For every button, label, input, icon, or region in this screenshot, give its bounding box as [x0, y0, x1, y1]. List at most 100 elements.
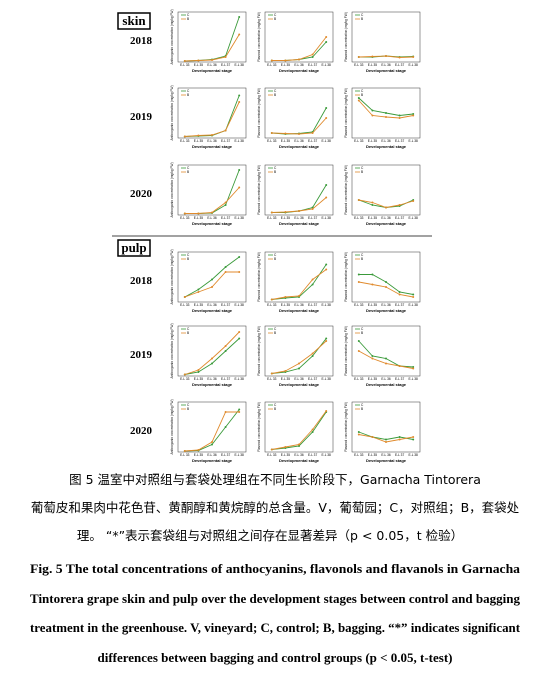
data-point [211, 286, 213, 288]
data-point [412, 56, 415, 58]
series-line [271, 184, 327, 213]
data-point [371, 114, 374, 117]
legend-label: C [187, 13, 190, 17]
data-point [197, 134, 200, 137]
data-point [325, 107, 328, 109]
legend-label: C [187, 403, 190, 407]
x-axis-label: Developmental stage [279, 68, 320, 73]
data-point [298, 295, 300, 297]
plot-frame [351, 325, 421, 377]
data-point [183, 212, 186, 215]
legend-label: B [361, 257, 363, 261]
data-point [238, 169, 241, 171]
data-point [311, 56, 314, 58]
data-point [325, 41, 328, 43]
legend-label: C [361, 13, 364, 17]
legend-label: C [187, 89, 190, 93]
data-point [371, 204, 374, 206]
series-line [358, 434, 414, 443]
data-point [385, 55, 387, 57]
series-line [271, 117, 327, 135]
data-point [197, 212, 200, 215]
series-line [184, 338, 240, 375]
x-axis-label: Developmental stage [192, 382, 233, 387]
data-point [325, 268, 328, 271]
x-tick-label: E-L 33 [180, 216, 189, 220]
x-tick-label: E-L 35 [194, 63, 203, 67]
series-line [358, 274, 414, 295]
data-point [325, 410, 328, 412]
caption-zh: 葡萄皮和果肉中花色苷、黄酮醇和黄烷醇的总含量。V，葡萄园；C，对照组；B，套袋处 [31, 500, 520, 515]
legend-label: C [187, 166, 190, 170]
series-line [271, 36, 327, 61]
x-tick-label: E-L 37 [395, 377, 404, 381]
plot-frame [177, 164, 247, 216]
data-point [357, 340, 360, 342]
data-point [197, 291, 200, 293]
data-point [385, 281, 387, 283]
plot-frame [177, 325, 247, 377]
data-point [211, 441, 213, 443]
data-point [371, 55, 374, 58]
data-point [211, 443, 213, 446]
series-line [358, 281, 414, 298]
series-line [358, 199, 414, 208]
y-axis-label: Flavonol concentration (mg/kg FW) [257, 12, 261, 62]
data-point [224, 266, 227, 268]
y-axis-label: Anthocyanin concentration (mg/kg FW) [170, 162, 174, 217]
plot-frame [177, 251, 247, 303]
legend-label: C [274, 89, 277, 93]
x-tick-label: E-L 33 [354, 303, 363, 307]
x-axis-label: Developmental stage [192, 68, 233, 73]
data-point [325, 117, 328, 119]
data-point [270, 372, 273, 375]
data-point [357, 199, 360, 201]
y-axis-label: Anthocyanin concentration (mg/kg FW) [170, 9, 174, 64]
plot-frame [264, 11, 334, 63]
x-tick-label: E-L 33 [354, 63, 363, 67]
data-point [197, 449, 200, 451]
data-point [197, 369, 200, 371]
data-point [238, 331, 241, 333]
x-axis-label: Developmental stage [279, 382, 320, 387]
legend-label: C [187, 327, 190, 331]
data-point [412, 366, 415, 368]
data-point [211, 211, 213, 214]
data-point [224, 411, 227, 413]
x-tick-label: E-L 38 [409, 63, 418, 67]
group-label: skin [122, 13, 146, 28]
x-tick-label: E-L 36 [294, 303, 303, 307]
data-point [371, 357, 374, 360]
x-tick-label: E-L 36 [207, 377, 216, 381]
caption-en: Fig. 5 The total concentrations of antho… [30, 562, 521, 576]
series-line [184, 169, 240, 214]
plot-frame [177, 87, 247, 139]
x-tick-label: E-L 38 [235, 139, 244, 143]
plot-frame [177, 11, 247, 63]
caption-en: treatment in the greenhouse. V, vineyard… [30, 621, 521, 635]
data-point [197, 288, 200, 291]
x-tick-label: E-L 37 [221, 63, 230, 67]
x-tick-label: E-L 38 [235, 216, 244, 220]
data-point [298, 210, 300, 212]
data-point [398, 114, 401, 117]
data-point [357, 433, 360, 436]
data-point [385, 286, 387, 288]
plot-frame [264, 251, 334, 303]
data-point [311, 53, 314, 56]
data-point [398, 291, 401, 293]
y-axis-label: Flavanol concentration (mg/kg FW) [344, 12, 348, 62]
group-label: pulp [121, 240, 146, 255]
data-point [371, 283, 374, 286]
x-tick-label: E-L 33 [267, 63, 276, 67]
x-axis-label: Developmental stage [279, 308, 320, 313]
legend-label: B [187, 93, 189, 97]
data-point [238, 16, 241, 18]
x-tick-label: E-L 38 [409, 453, 418, 457]
data-point [224, 129, 227, 132]
x-tick-label: E-L 35 [368, 453, 377, 457]
data-point [371, 109, 374, 112]
data-point [238, 408, 241, 411]
data-point [284, 59, 287, 62]
plot-frame [264, 164, 334, 216]
